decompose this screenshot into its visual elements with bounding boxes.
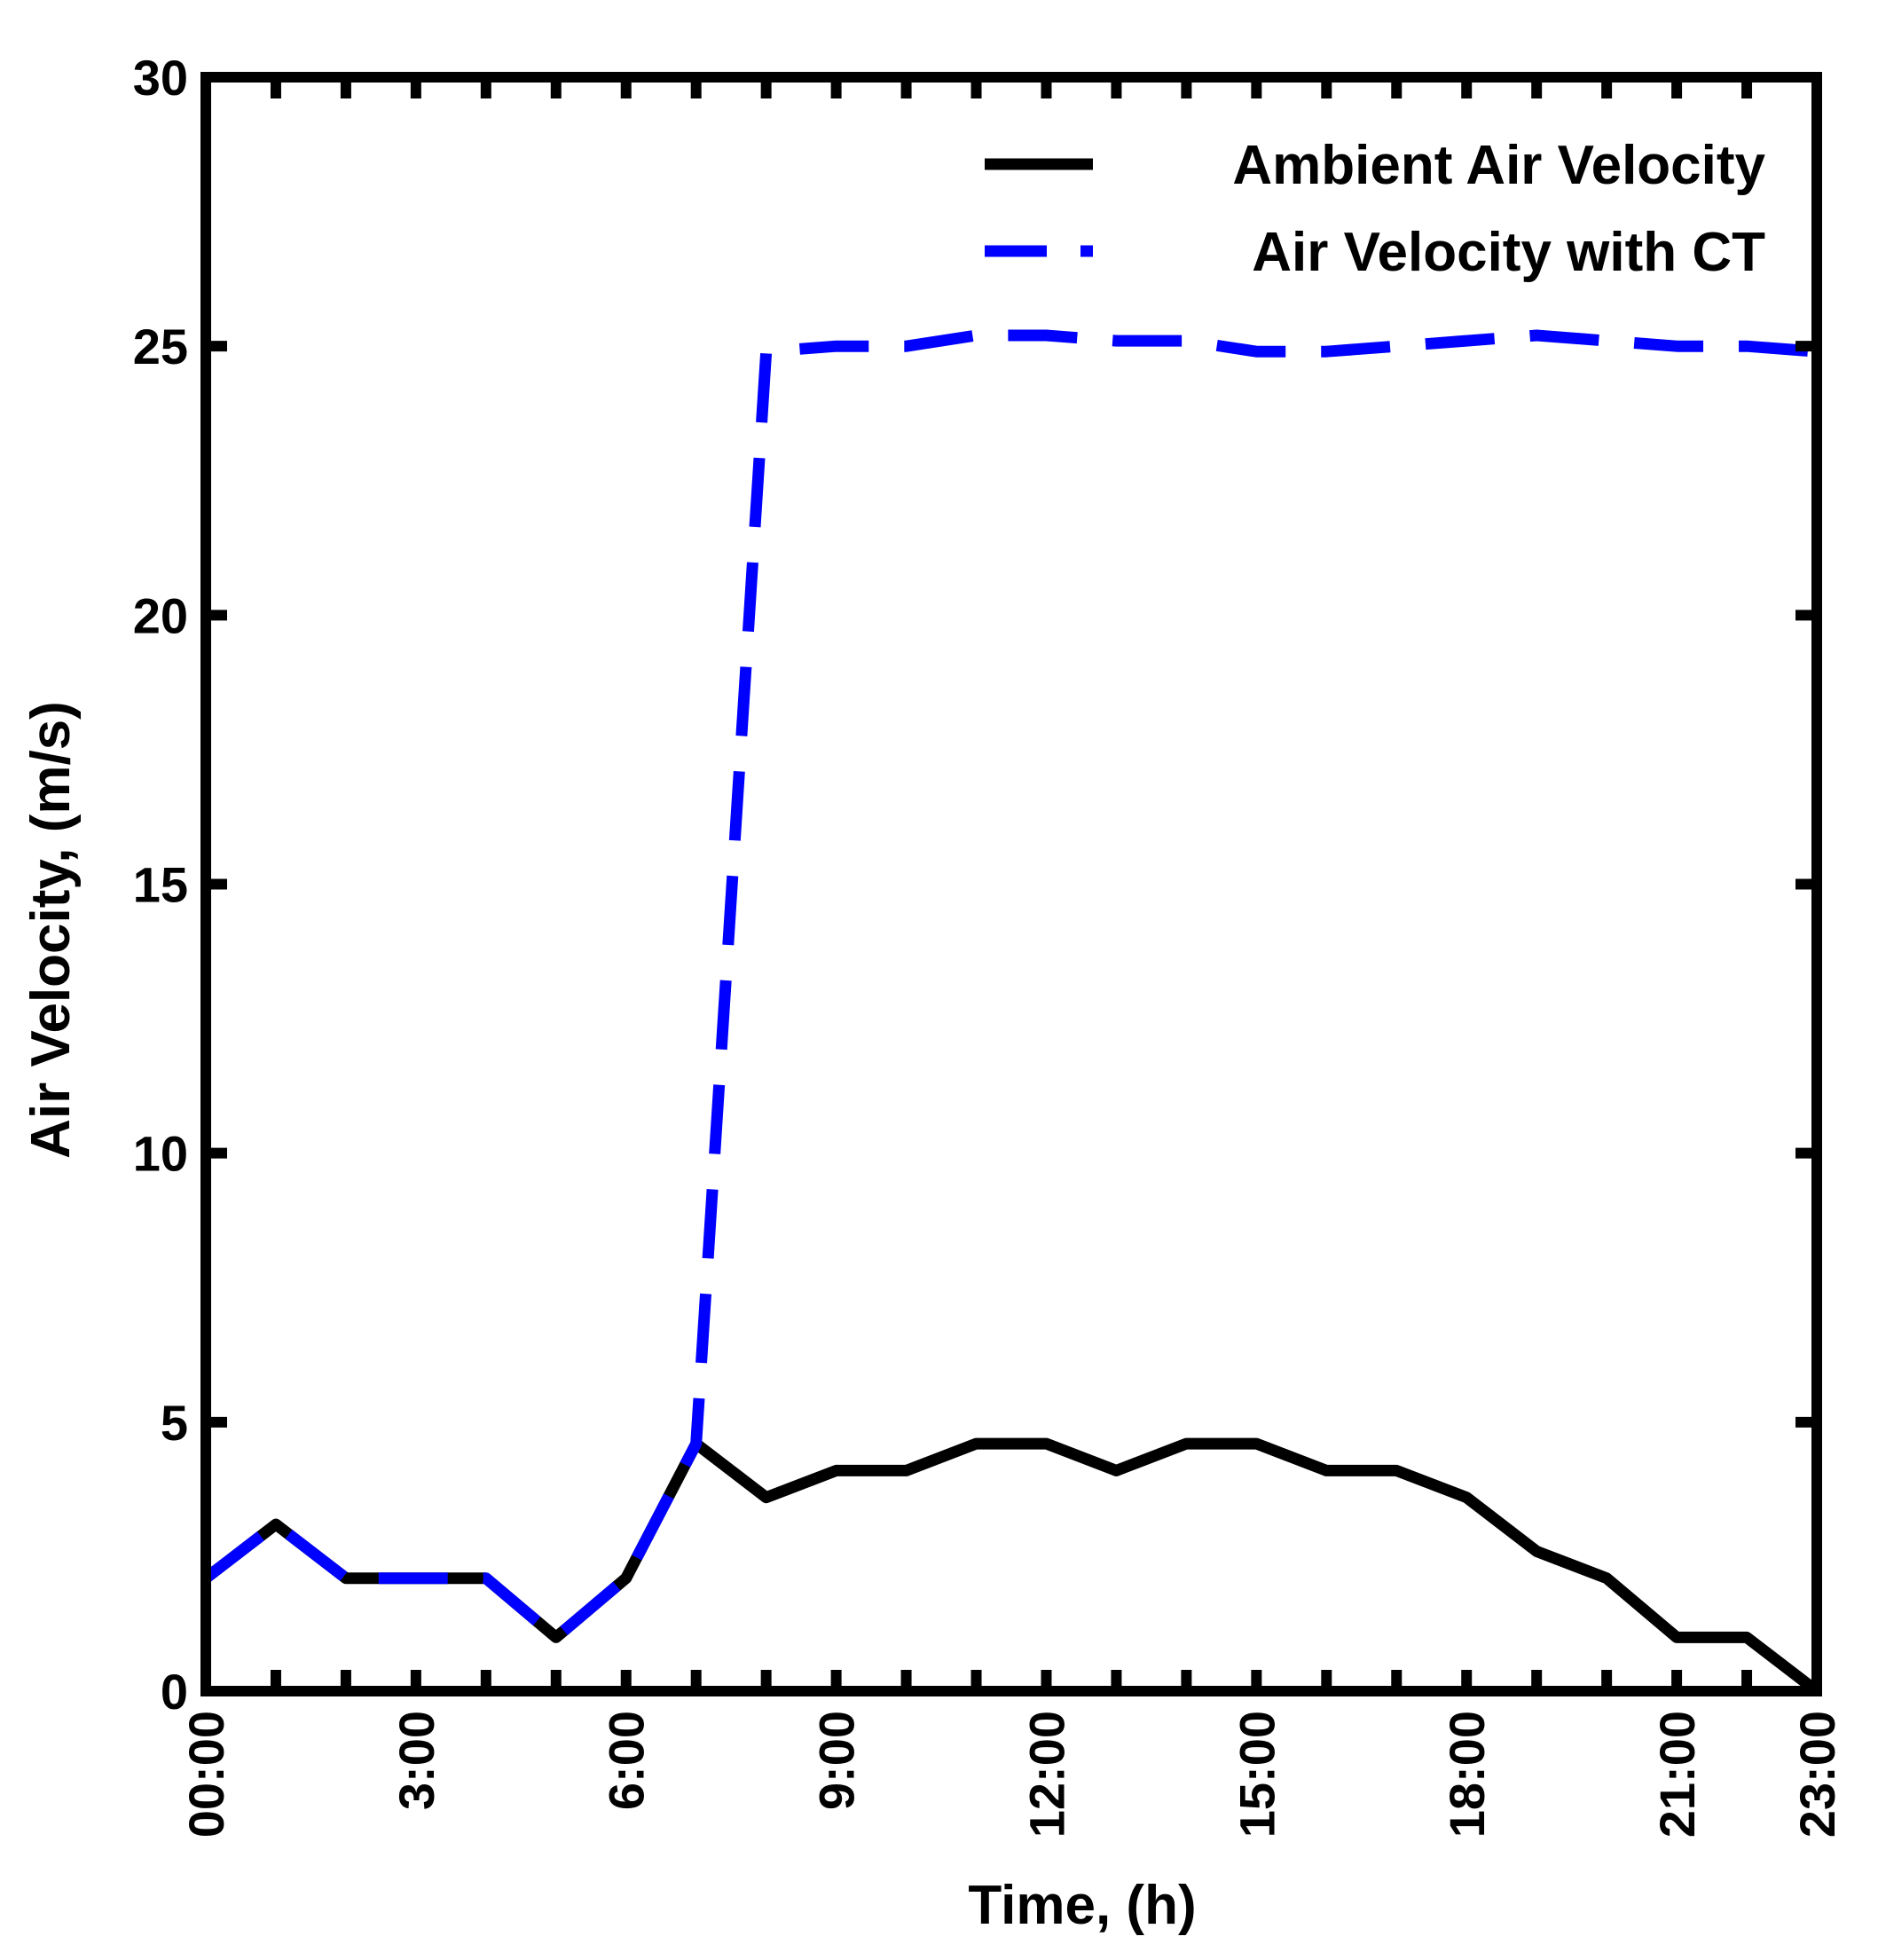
x-ticks: 00:00 3:00 6:00 9:00 12:00 15:00 18:00 21:00 23:…: [178, 77, 1845, 1838]
x-tick-label: 23:00: [1789, 1711, 1845, 1838]
x-tick-label: 6:00: [599, 1711, 655, 1810]
x-tick-label: 9:00: [809, 1711, 865, 1810]
y-ticks: 0 5 10 15 20 25 30: [133, 50, 1817, 1720]
y-tick-label: 25: [133, 319, 188, 374]
x-axis-title: Time, (h): [968, 1875, 1196, 1936]
legend: Ambient Air Velocity Air Velocity with CT: [985, 135, 1766, 283]
legend-label-1: Ambient Air Velocity: [1232, 135, 1765, 196]
x-tick-label: 21:00: [1649, 1711, 1705, 1838]
y-tick-label: 0: [161, 1664, 188, 1720]
y-tick-label: 10: [133, 1126, 188, 1182]
x-tick-label: 15:00: [1229, 1711, 1285, 1838]
legend-label-2: Air Velocity with CT: [1252, 222, 1765, 283]
series-line-2: [202, 329, 1818, 1643]
y-tick-label: 5: [161, 1395, 188, 1451]
y-tick-label: 30: [133, 50, 188, 106]
y-axis-title: Air Velocity, (m/s): [20, 701, 82, 1159]
y-tick-label: 20: [133, 587, 188, 643]
series-layer: [202, 329, 1820, 1696]
x-tick-label: 18:00: [1439, 1711, 1495, 1838]
series-line-1: [202, 1437, 1820, 1696]
x-tick-label: 3:00: [389, 1711, 444, 1810]
x-tick-label: 00:00: [178, 1711, 234, 1838]
x-tick-label: 12:00: [1019, 1711, 1075, 1838]
y-tick-label: 15: [133, 857, 188, 913]
